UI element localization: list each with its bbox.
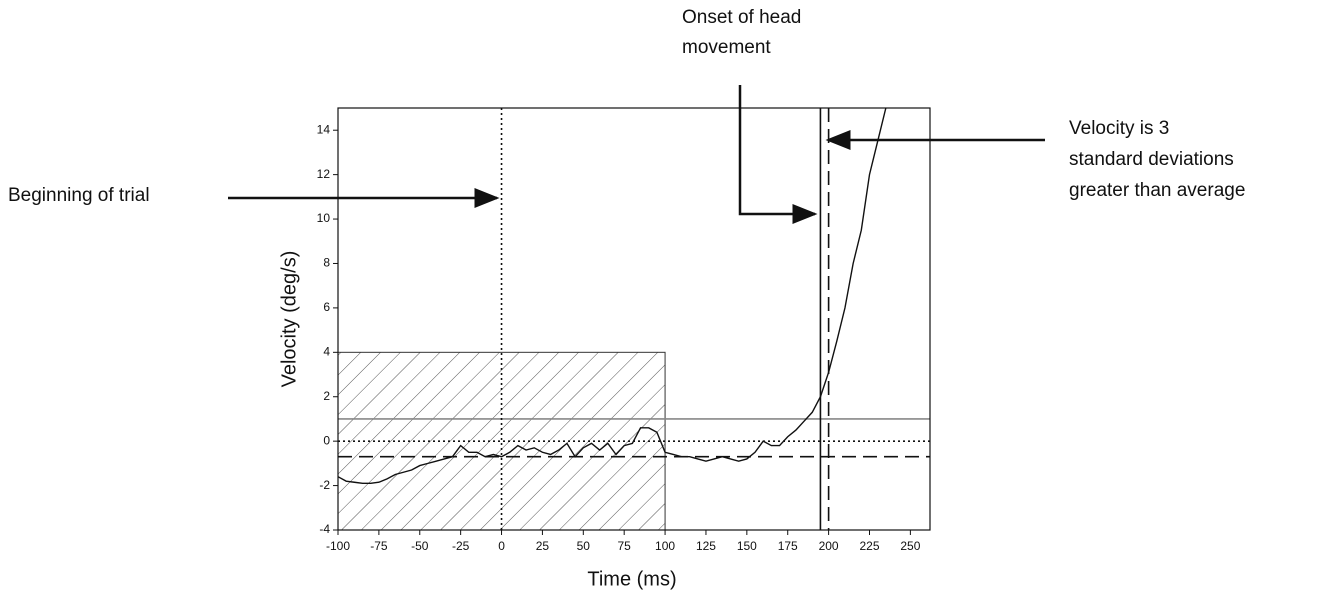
y-tick-label: 14 xyxy=(317,122,331,136)
annotation: greater than average xyxy=(1069,180,1245,201)
x-tick-label: 25 xyxy=(536,539,550,553)
y-tick-label: 0 xyxy=(323,433,330,447)
annotation: Onset of head xyxy=(682,7,801,28)
y-tick-label: 2 xyxy=(323,389,330,403)
x-tick-label: 75 xyxy=(618,539,632,553)
y-tick-label: 6 xyxy=(323,300,330,314)
annotation: Velocity is 3 xyxy=(1069,118,1169,139)
x-tick-label: 50 xyxy=(577,539,591,553)
y-tick-label: 10 xyxy=(317,211,331,225)
x-tick-label: -100 xyxy=(326,539,350,553)
x-axis-label: Time (ms) xyxy=(587,568,676,590)
annotation: Beginning of trial xyxy=(8,185,150,206)
plot-area: -4 -2 0 2 4 6 8 10 12 14 -100 -75 -50 -25 0 25 50 75 100 12… xyxy=(317,107,931,553)
data-line xyxy=(337,107,887,485)
y-tick-label: -2 xyxy=(319,478,330,492)
y-tick-label: -4 xyxy=(319,522,330,536)
y-tick-label: 8 xyxy=(323,256,330,270)
x-tick-label: 0 xyxy=(498,539,505,553)
x-tick-label: 100 xyxy=(655,539,675,553)
x-tick-label: 175 xyxy=(778,539,798,553)
x-tick-label: 225 xyxy=(859,539,879,553)
x-tick-label: 200 xyxy=(819,539,839,553)
arrow xyxy=(738,85,818,224)
x-tick-label: 250 xyxy=(900,539,920,553)
y-tick-label: 12 xyxy=(317,167,331,181)
annotation: movement xyxy=(682,37,771,58)
x-tick-label: -25 xyxy=(452,539,470,553)
x-tick-label: -50 xyxy=(411,539,429,553)
y-axis-label: Velocity (deg/s) xyxy=(278,251,300,388)
x-tick-label: -75 xyxy=(370,539,388,553)
shaded-region xyxy=(337,351,666,531)
x-tick-label: 150 xyxy=(737,539,757,553)
plot-frame xyxy=(337,107,931,531)
y-tick-label: 4 xyxy=(323,344,330,358)
x-tick-label: 125 xyxy=(696,539,716,553)
annotation: standard deviations xyxy=(1069,149,1234,170)
